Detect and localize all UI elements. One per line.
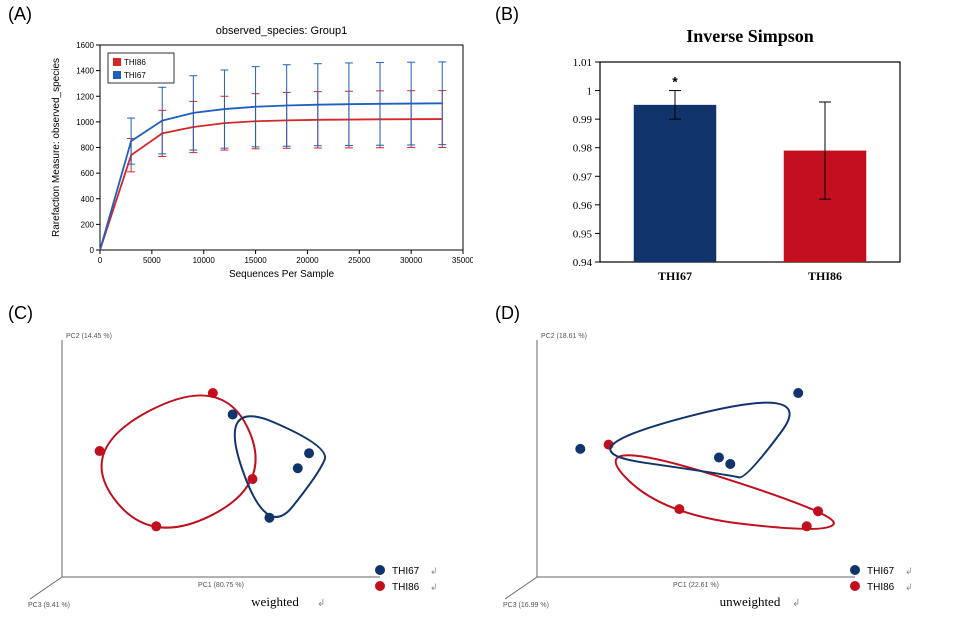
svg-text:PC1 (22.61 %): PC1 (22.61 %)	[673, 582, 719, 589]
svg-text:0: 0	[90, 246, 95, 255]
svg-text:Inverse Simpson: Inverse Simpson	[686, 26, 814, 46]
svg-text:15000: 15000	[244, 256, 267, 265]
svg-text:1: 1	[587, 86, 593, 98]
svg-text:1000: 1000	[76, 118, 94, 127]
svg-text:PC3 (16.99 %): PC3 (16.99 %)	[503, 602, 549, 609]
svg-text:THI67: THI67	[658, 269, 692, 283]
svg-text:↲: ↲	[317, 598, 325, 609]
svg-text:Sequences Per Sample: Sequences Per Sample	[229, 269, 335, 280]
svg-text:20000: 20000	[296, 256, 319, 265]
svg-text:THI86: THI86	[808, 269, 842, 283]
svg-text:THI86: THI86	[124, 58, 146, 67]
svg-text:*: *	[672, 74, 678, 90]
svg-text:0.97: 0.97	[573, 171, 593, 183]
svg-text:↲: ↲	[905, 582, 913, 592]
svg-text:0.95: 0.95	[573, 228, 593, 240]
svg-text:200: 200	[81, 220, 95, 229]
svg-text:600: 600	[81, 169, 95, 178]
svg-text:0.96: 0.96	[573, 200, 593, 212]
svg-text:↲: ↲	[430, 566, 438, 576]
svg-text:1.01: 1.01	[573, 57, 592, 69]
svg-text:↲: ↲	[792, 598, 800, 609]
svg-text:5000: 5000	[143, 256, 161, 265]
svg-text:Rarefaction Measure: observed_: Rarefaction Measure: observed_species	[51, 58, 62, 237]
svg-text:0.98: 0.98	[573, 143, 593, 155]
panel-d-label: (D)	[495, 303, 520, 324]
svg-text:↲: ↲	[905, 566, 913, 576]
svg-text:1400: 1400	[76, 67, 94, 76]
svg-text:weighted: weighted	[251, 594, 299, 609]
svg-text:unweighted: unweighted	[720, 594, 781, 609]
svg-text:25000: 25000	[348, 256, 371, 265]
panel-b-label: (B)	[495, 4, 519, 25]
panel-d-pcoa: PC1 (22.61 %) PC2 (18.61 %) PC3 (16.99 %) u…	[495, 322, 945, 612]
panel-a-chart: 0 5000 10000 15000 20000 25000 30000 35000 0 200 4…	[45, 20, 473, 295]
svg-text:0: 0	[98, 256, 103, 265]
svg-text:1600: 1600	[76, 41, 94, 50]
svg-text:35000: 35000	[452, 256, 473, 265]
panel-c-label: (C)	[8, 303, 33, 324]
panel-a-label: (A)	[8, 4, 32, 25]
svg-text:THI86: THI86	[867, 582, 895, 593]
panel-b-chart: Inverse Simpson 0.94 0.95 0.96 0.97 0.98 0.99 1…	[550, 22, 910, 292]
svg-text:10000: 10000	[193, 256, 216, 265]
svg-text:800: 800	[81, 144, 95, 153]
svg-text:observed_species: Group1: observed_species: Group1	[216, 25, 347, 37]
svg-text:PC2 (18.61 %): PC2 (18.61 %)	[541, 333, 587, 340]
svg-text:THI67: THI67	[867, 566, 895, 577]
svg-text:↲: ↲	[430, 582, 438, 592]
svg-text:0.99: 0.99	[573, 114, 593, 126]
svg-text:0.94: 0.94	[573, 257, 593, 269]
svg-text:THI67: THI67	[392, 566, 420, 577]
svg-text:PC3 (9.41 %): PC3 (9.41 %)	[28, 602, 70, 609]
svg-text:PC1 (80.75 %): PC1 (80.75 %)	[198, 582, 244, 589]
figure-container: (A) (B) (C) (D) 050001000015000200002500…	[0, 0, 954, 618]
svg-text:THI86: THI86	[392, 582, 420, 593]
svg-text:30000: 30000	[400, 256, 423, 265]
panel-c-pcoa: PC1 (80.75 %) PC2 (14.45 %) PC3 (9.41 %) we…	[20, 322, 470, 612]
svg-text:PC2 (14.45 %): PC2 (14.45 %)	[66, 333, 112, 340]
svg-text:THI67: THI67	[124, 71, 146, 80]
svg-text:400: 400	[81, 195, 95, 204]
svg-text:1200: 1200	[76, 92, 94, 101]
